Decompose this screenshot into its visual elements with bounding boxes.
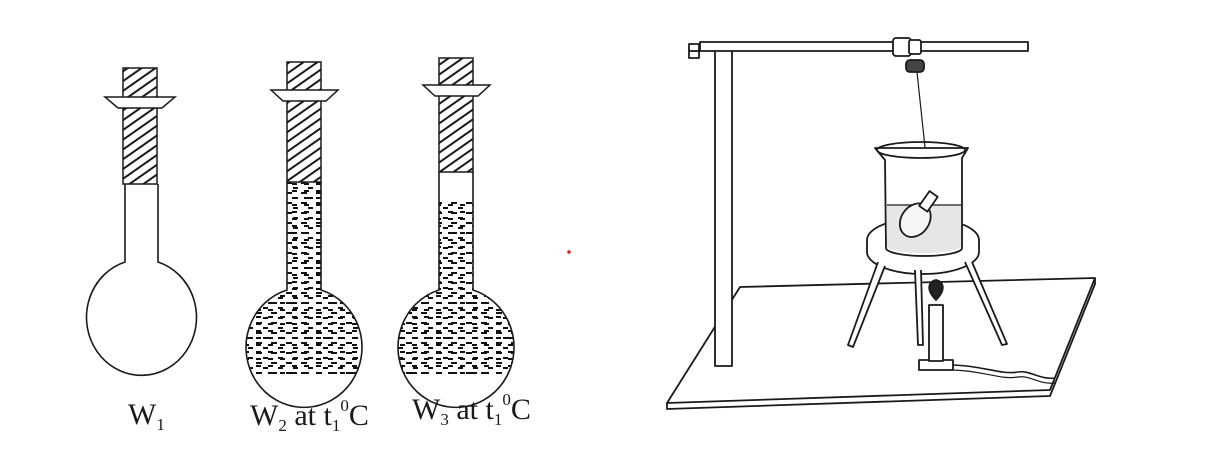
- heating-apparatus: [666, 37, 1096, 410]
- caption-index: 1: [156, 415, 165, 434]
- flame: [928, 279, 944, 301]
- stopper-collar: [102, 96, 178, 109]
- tripod-leg-back: [914, 269, 924, 346]
- caption-temp-sup: 0: [340, 396, 349, 415]
- flask-w1: [85, 67, 198, 377]
- caption-temp-sub: 1: [493, 410, 503, 429]
- flask-w2: [245, 61, 363, 409]
- caption-w1: W1: [128, 398, 165, 435]
- caption-letter: W: [412, 393, 441, 426]
- red-dot: [567, 250, 571, 254]
- flask-body: [245, 182, 363, 409]
- caption-temp-sub: 1: [331, 416, 341, 435]
- caption-unit: C: [510, 393, 531, 426]
- caption-letter: W: [250, 399, 279, 432]
- stand-rod: [714, 47, 733, 367]
- caption-at: at t: [448, 393, 494, 426]
- small-flask: [898, 190, 939, 238]
- caption-unit: C: [348, 399, 369, 432]
- tripod-leg-left: [847, 261, 886, 348]
- caption-index: 3: [440, 410, 449, 429]
- caption-index: 2: [278, 416, 287, 435]
- gas-hose: [952, 364, 1056, 380]
- stopper: [122, 67, 158, 185]
- flask-w3: [397, 57, 515, 409]
- caption-temp-sup: 0: [502, 390, 511, 409]
- flask-body: [85, 184, 198, 377]
- caption-w2: W2 at t10C: [250, 396, 369, 436]
- stopper: [438, 57, 474, 173]
- tripod-leg-right: [964, 261, 1008, 346]
- stopper-collar: [269, 89, 340, 102]
- flask-body: [397, 172, 515, 409]
- hanger-knob: [905, 59, 925, 73]
- stopper-collar: [421, 84, 492, 97]
- caption-letter: W: [128, 398, 157, 431]
- stopper: [286, 61, 322, 183]
- burner-tube: [928, 304, 944, 362]
- caption-at: at t: [286, 399, 332, 432]
- clamp-rod: [699, 41, 1029, 52]
- caption-w3: W3 at t10C: [412, 390, 531, 430]
